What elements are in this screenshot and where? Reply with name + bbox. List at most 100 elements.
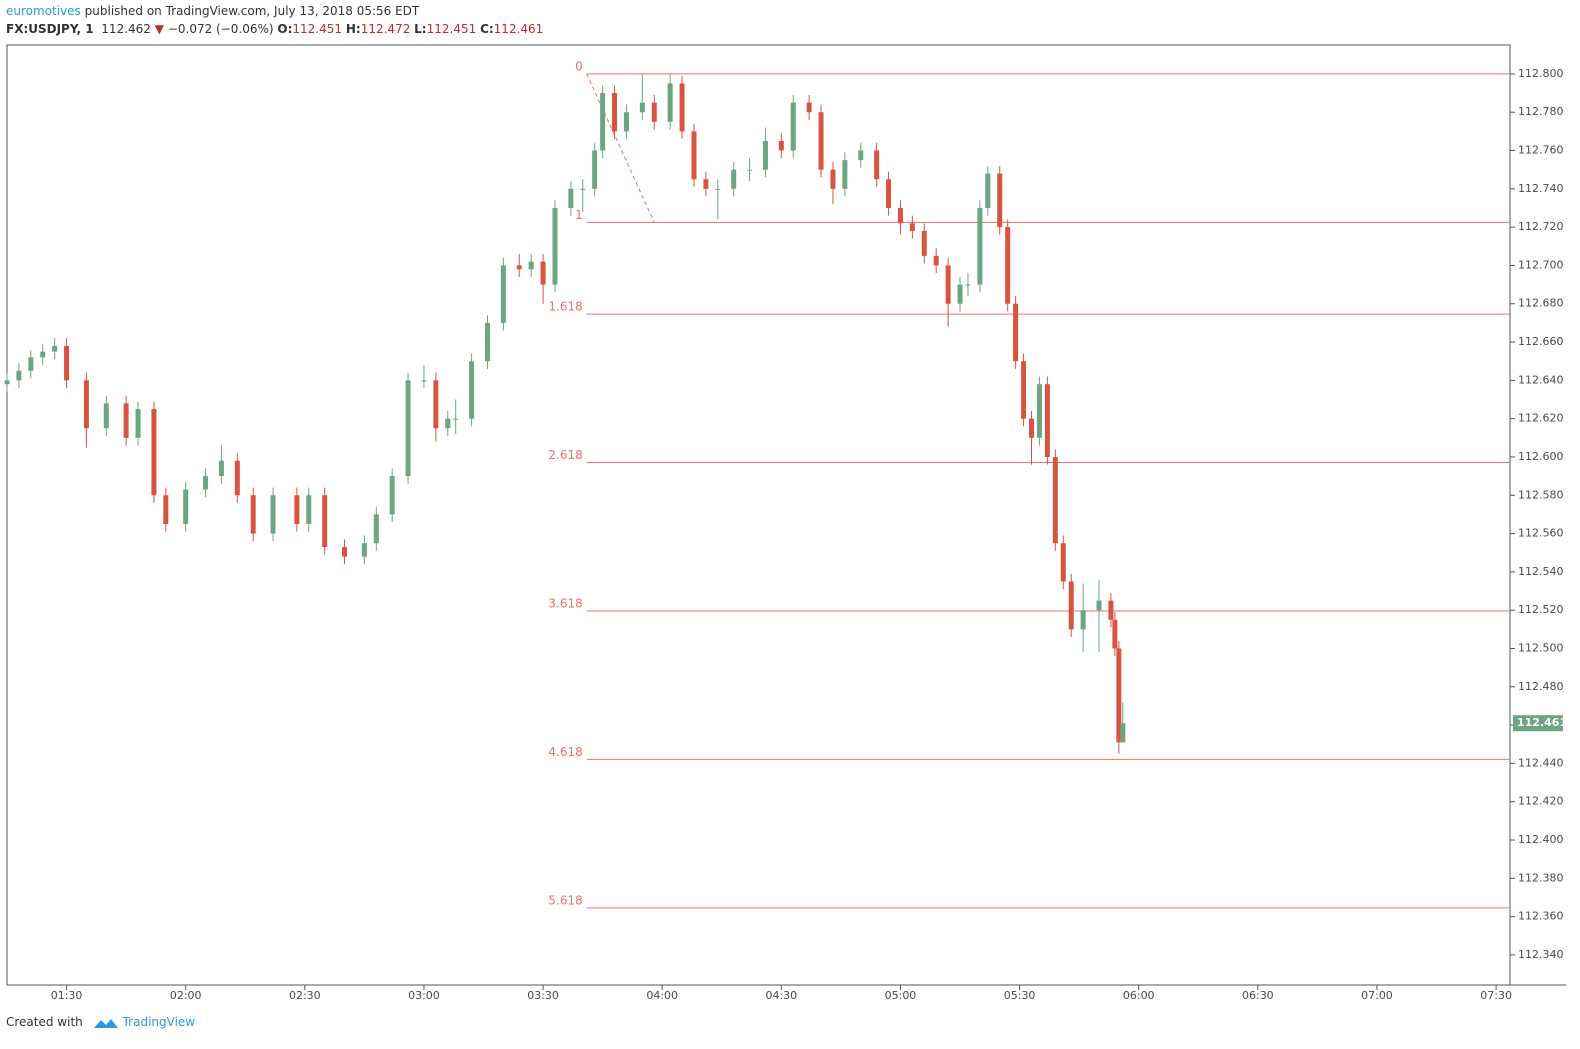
x-tick-label: 07:00 [1361, 989, 1393, 1002]
candle-body [552, 207, 558, 285]
candle-body [778, 140, 784, 151]
y-tick-label: 112.540 [1518, 565, 1564, 578]
candle-body [1021, 361, 1027, 419]
candle-body [957, 284, 963, 304]
candle-body [945, 265, 951, 304]
candle-body [790, 102, 796, 151]
price: 112.462 [101, 22, 151, 36]
y-tick-label: 112.420 [1518, 795, 1564, 808]
candle-body [28, 357, 34, 371]
candle-body [1036, 384, 1042, 438]
candle-body [1080, 610, 1086, 630]
x-tick-label: 04:30 [765, 989, 797, 1002]
candle-body [540, 261, 546, 285]
candle-body [469, 361, 475, 419]
candle-body [965, 284, 971, 286]
candle-body [103, 403, 109, 429]
candle-body [1029, 418, 1035, 438]
candle-body [806, 102, 812, 113]
candle-body [1120, 723, 1126, 743]
candle-body [1005, 227, 1011, 304]
x-tick-label: 05:00 [885, 989, 917, 1002]
x-tick-label: 04:00 [646, 989, 678, 1002]
candle-body [651, 102, 657, 122]
candle-body [484, 322, 490, 362]
candle-body [612, 93, 618, 132]
candle-body [250, 495, 256, 534]
candle-body [691, 131, 697, 180]
candle-body [163, 495, 169, 525]
candle-body [921, 230, 927, 256]
candle-body [389, 476, 395, 515]
candle-body [1096, 600, 1102, 611]
candle-body [83, 380, 89, 429]
y-tick-label: 112.740 [1518, 182, 1564, 195]
y-tick-label: 112.380 [1518, 871, 1564, 884]
published: published on TradingView.com, July 13, 2… [84, 4, 420, 18]
candle-body [151, 409, 157, 496]
candle-body [977, 207, 983, 285]
y-tick-label: 112.360 [1518, 910, 1564, 923]
candle-body [373, 514, 379, 544]
candle-body [361, 543, 367, 557]
candle-body [997, 173, 1003, 228]
candle-body [1013, 303, 1019, 362]
plot-frame [6, 44, 1511, 986]
candle-body [234, 460, 240, 496]
chart: 112.340 112.360 112.380 112.400 112.420 112.4… [4, 44, 1567, 1002]
candle-body [433, 380, 439, 429]
candle-body [405, 380, 411, 477]
candle-body [1108, 600, 1114, 620]
candle-body [909, 223, 915, 231]
candle-body [818, 112, 824, 170]
x-tick-label: 07:30 [1480, 989, 1512, 1002]
candle-body [858, 150, 864, 161]
x-tick-label: 06:30 [1242, 989, 1274, 1002]
candle-body [123, 403, 129, 438]
y-tick-label: 112.560 [1518, 527, 1564, 540]
header-line-1: euromotives published on TradingView.com… [6, 4, 419, 18]
fib-label: 5.618 [548, 893, 582, 907]
author[interactable]: euromotives [6, 4, 81, 18]
candle-body [1112, 619, 1118, 649]
candle-body [445, 418, 451, 429]
candle-body [52, 345, 58, 352]
candle-body [667, 83, 673, 122]
fib-label: 2.618 [548, 448, 582, 462]
low-label: L: [414, 22, 427, 36]
candle-body [183, 489, 189, 525]
fib-label: 1 [575, 208, 583, 222]
candle-body [580, 188, 586, 190]
candle-body [218, 460, 224, 477]
candle-body [897, 207, 903, 224]
candle-body [933, 255, 939, 266]
candle-body [500, 265, 506, 323]
candle-body [1116, 648, 1122, 743]
y-tick-label: 112.640 [1518, 373, 1564, 386]
candle-body [516, 265, 522, 270]
x-tick-label: 05:30 [1004, 989, 1036, 1002]
open-label: O: [277, 22, 293, 36]
header-line-2: FX:USDJPY, 1 112.462 ▼ −0.072 (−0.06%) O… [6, 22, 543, 36]
candle-body [830, 169, 836, 189]
brand[interactable]: TradingView [122, 1015, 196, 1029]
candle-body [270, 495, 276, 534]
fib-label: 0 [575, 59, 583, 73]
candle-body [135, 409, 141, 438]
candle-body [4, 380, 10, 385]
last-price-label: 112.461 [1517, 716, 1567, 729]
x-tick-label: 03:30 [527, 989, 559, 1002]
candle-body [203, 476, 209, 490]
candle-body [842, 160, 848, 189]
y-tick-label: 112.400 [1518, 833, 1564, 846]
x-tick-label: 02:00 [170, 989, 202, 1002]
candle-body [322, 495, 328, 547]
candle-body [306, 495, 312, 525]
candle-body [679, 83, 685, 132]
x-tick-label: 03:00 [408, 989, 440, 1002]
low: 112.451 [426, 22, 477, 36]
candle-body [528, 261, 534, 270]
y-tick-label: 112.680 [1518, 297, 1564, 310]
candle-body [623, 112, 629, 132]
x-tick-label: 06:00 [1123, 989, 1155, 1002]
